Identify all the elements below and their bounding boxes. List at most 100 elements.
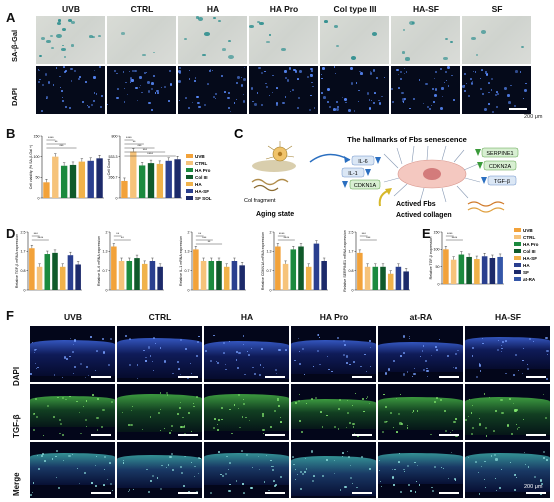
actived-fbs-label: Actived Fbs xyxy=(396,201,436,208)
dapi-tissue-image xyxy=(117,326,202,382)
scale-bar xyxy=(439,492,459,494)
significance-label: ** xyxy=(208,240,211,244)
bar xyxy=(130,151,137,198)
column-label-f: at-RA xyxy=(409,312,433,322)
bar xyxy=(216,261,222,290)
legend-label: UVB xyxy=(195,154,205,159)
significance-label: **** xyxy=(147,152,153,156)
legend-swatch xyxy=(186,189,193,193)
column-label-a: SF xyxy=(491,4,503,14)
bar-chart-7: Relative TGF-β expression 0 50 100 150 ******… xyxy=(429,230,504,286)
merge-tissue-image xyxy=(204,442,289,498)
bar xyxy=(466,256,472,284)
panel-b: B Cell viability (% SA-β-Gal +) 0 50 100 150… xyxy=(0,124,230,219)
bar xyxy=(96,158,103,198)
dapi-image xyxy=(36,66,105,114)
y-axis-label: Relative IL-6 mRNA expression xyxy=(97,236,101,286)
legend-swatch xyxy=(186,175,193,179)
panel-e-chart: Relative TGF-β expression 0 50 100 150 ******… xyxy=(429,228,539,286)
transition-arrow xyxy=(309,153,351,163)
panel-f: F DAPI TGF-β Merge UVB CTRL HA HA Pro at-RA H… xyxy=(0,306,554,502)
legend-swatch xyxy=(186,196,193,200)
y-axis-label: Relative IL-1 mRNA expression xyxy=(179,236,183,286)
y-tick-label: 266.7 xyxy=(109,176,118,180)
significance-label: ** xyxy=(133,140,136,144)
legend-e: UVB CTRL HA Pro Col III HA-SF HA SF at-RA xyxy=(514,228,539,282)
significance-label: **** xyxy=(279,232,285,236)
marker-il1: IL-1 xyxy=(341,167,371,178)
scale-bar xyxy=(91,434,111,436)
bar xyxy=(450,259,457,284)
tgfb-tissue-image xyxy=(378,384,463,440)
bar xyxy=(52,252,58,290)
column-label-f: HA-SF xyxy=(495,312,521,322)
scale-bar xyxy=(352,434,372,436)
y-tick-label: 150 xyxy=(34,134,40,138)
bar xyxy=(395,266,402,290)
marker-cdkn2a: CDKN2A xyxy=(477,160,517,171)
y-tick-label: 2.5 xyxy=(349,230,354,234)
significance-label: *** xyxy=(362,232,367,236)
y-tick-label: 0 xyxy=(116,196,118,200)
bar-chart-6: Relative SERPINE1 mRNA expression 0 0.8 1.7… xyxy=(343,230,410,292)
scale-bar xyxy=(178,376,198,378)
y-tick-label: 150 xyxy=(434,230,440,234)
bar xyxy=(149,261,156,290)
collagen-strands-icon xyxy=(467,201,505,213)
row-label-sa-gal: SA-β-Gal xyxy=(10,29,19,62)
column-label-f: CTRL xyxy=(148,312,172,322)
panel-d: D Relative TGF-β mRNA expression 0 0.8 1.7 2… xyxy=(0,224,420,304)
legend-swatch xyxy=(514,249,521,253)
scale-bar xyxy=(265,376,285,378)
panel-a: A SA-β-Gal DAPI UVB CTRL HA HA Pro Col type … xyxy=(0,0,554,120)
y-axis-label: Relative TGF-β mRNA expression xyxy=(15,234,19,288)
y-tick-label: 0 xyxy=(352,288,354,292)
bar xyxy=(357,252,363,290)
bar xyxy=(208,261,215,290)
bar xyxy=(275,246,281,290)
row-label-dapi: DAPI xyxy=(10,88,19,106)
column-label-a: UVB xyxy=(62,4,80,14)
legend-label: HA Pro xyxy=(195,168,211,173)
y-tick-label: 2 xyxy=(188,230,190,234)
actived-collagen-label: Actived collagen xyxy=(396,212,452,219)
legend-label: SF xyxy=(523,270,529,275)
scale-bar xyxy=(352,376,372,378)
tgfb-tissue-image xyxy=(465,384,550,440)
diagram-title: The hallmarks of Fbs senescence xyxy=(347,135,467,144)
y-tick-label: 50 xyxy=(36,176,40,180)
legend-swatch xyxy=(514,263,521,267)
bar xyxy=(78,161,86,198)
panel-letter-b: B xyxy=(6,126,16,141)
svg-text:CDKN2A: CDKN2A xyxy=(489,164,512,170)
y-tick-label: 800 xyxy=(112,134,118,138)
bar xyxy=(489,258,496,284)
merge-tissue-image: 200 μm xyxy=(465,442,550,498)
row-label-tgfb-f: TGF-β xyxy=(12,414,21,438)
bar xyxy=(497,256,503,284)
bar xyxy=(193,249,199,290)
column-label-f: HA Pro xyxy=(319,312,349,322)
panel-letter-e: E xyxy=(422,226,431,241)
legend-label: SF SOL xyxy=(195,196,212,201)
legend-swatch xyxy=(514,256,521,260)
dapi-tissue-image xyxy=(204,326,289,382)
legend-swatch xyxy=(514,242,521,246)
y-axis-label: Relative TGF-β expression xyxy=(429,237,433,280)
panel-e: E Relative TGF-β expression 0 50 100 150 ****… xyxy=(420,224,554,304)
y-tick-label: 1.3 xyxy=(267,250,272,254)
y-axis-label: Cell Count xyxy=(107,159,111,176)
y-tick-label: 100 xyxy=(434,248,440,252)
col-fragment-label: Col fragment xyxy=(244,198,276,204)
legend-label: HA xyxy=(523,263,530,268)
y-tick-label: 2 xyxy=(106,230,108,234)
column-label-a: Col type III xyxy=(333,4,377,14)
bar-chart-2: Relative TGF-β mRNA expression 0 0.8 1.7 2.5… xyxy=(15,230,82,292)
dapi-image xyxy=(320,66,389,114)
significance-label: ** xyxy=(198,232,201,236)
significance-label: **** xyxy=(126,136,132,140)
scale-bar xyxy=(526,376,546,378)
bar-chart-5: Relative CDKN1A mRNA expression 0 0.7 1.3 2 *… xyxy=(261,230,328,292)
bar xyxy=(126,261,133,290)
y-tick-label: 0.7 xyxy=(267,269,272,273)
